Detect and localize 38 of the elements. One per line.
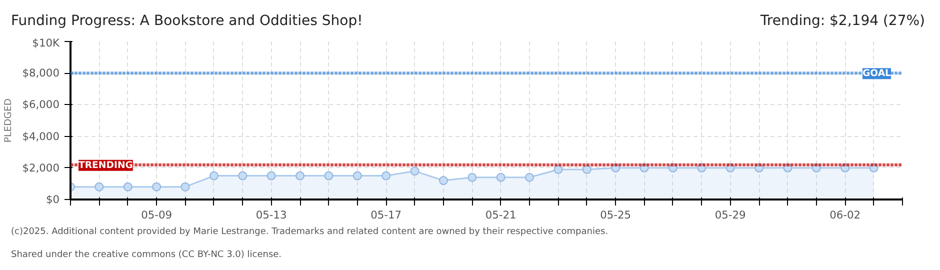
point <box>410 166 420 176</box>
ref-line-label: GOAL <box>862 68 892 80</box>
x-tick-label: 05-17 <box>370 208 402 222</box>
point <box>382 171 391 180</box>
point <box>582 164 592 174</box>
x-tick-label: 05-09 <box>141 208 172 222</box>
x-tick-label: 06-02 <box>830 208 861 222</box>
point <box>94 182 104 192</box>
y-tick-label: $0 <box>46 193 60 206</box>
point <box>352 171 362 180</box>
point <box>496 172 506 182</box>
point <box>554 164 563 174</box>
point <box>266 171 276 180</box>
x-tick-label: 05-13 <box>256 208 287 222</box>
point <box>296 171 305 180</box>
point <box>468 172 477 182</box>
ref-line-label: TRENDING <box>78 160 133 171</box>
point <box>209 171 218 180</box>
x-tick-label: 05-29 <box>714 208 746 222</box>
x-tick-label: 05-21 <box>485 208 516 222</box>
y-axis-title: PLEDGED <box>3 98 14 143</box>
y-tick-label: $6,000 <box>22 98 60 112</box>
point <box>123 182 132 192</box>
point <box>152 182 162 192</box>
point <box>438 176 448 186</box>
point <box>324 171 334 180</box>
text: Shared under the creative commons (CC BY-NC 3.0) license. <box>11 249 282 262</box>
x-tick-label: 05-25 <box>600 208 632 222</box>
chart-subtitle: Trending: $2,194 (27%) <box>760 12 925 31</box>
point <box>238 171 248 180</box>
y-tick-label: $8,000 <box>22 66 60 80</box>
text: (c)2025. Additional content provided by Marie Lestrange. Trademarks and related content are owned by their respective companies. <box>11 226 608 239</box>
point <box>180 182 190 192</box>
y-tick-label: $10K <box>32 36 61 50</box>
y-tick-label: $2,000 <box>22 161 60 174</box>
chart-title: Funding Progress: A Bookstore and Oddities Shop! <box>11 12 363 31</box>
y-tick-label: $4,000 <box>22 130 60 143</box>
point <box>525 172 534 182</box>
